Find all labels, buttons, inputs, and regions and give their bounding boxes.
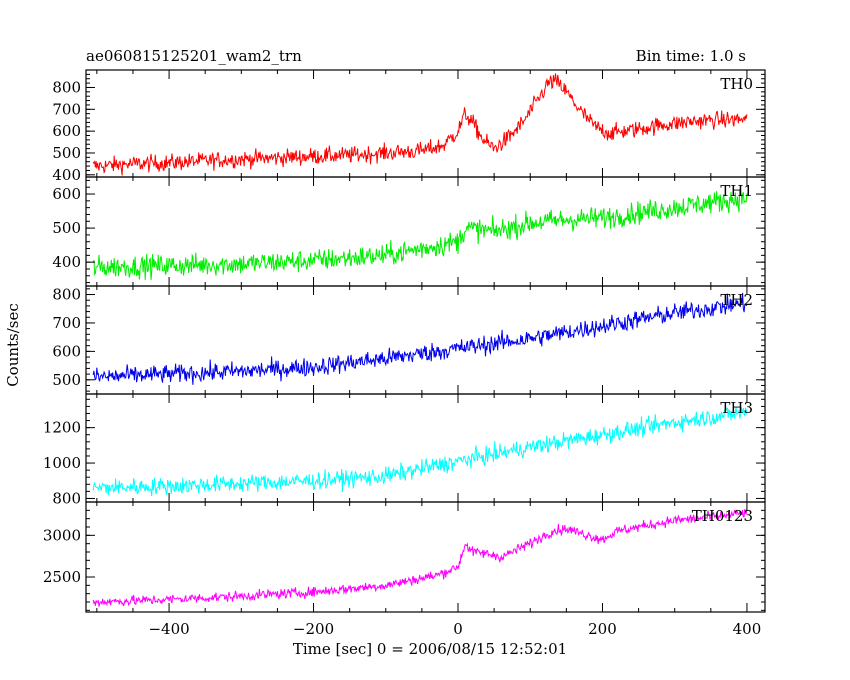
panel-frame-th1 bbox=[85, 176, 766, 287]
x-tick-label: −200 bbox=[293, 620, 334, 638]
bin-time-label: Bin time: 1.0 s bbox=[636, 47, 746, 65]
y-tick-label: 600 bbox=[52, 342, 81, 360]
panel-frame-th2 bbox=[85, 285, 766, 395]
x-tick-label: 200 bbox=[588, 620, 617, 638]
series-line-th3 bbox=[92, 407, 748, 497]
series-label-th2: TH2 bbox=[720, 291, 753, 309]
panel-frame-th0123 bbox=[85, 501, 766, 613]
y-tick-label: 800 bbox=[52, 489, 81, 507]
y-tick-label: 600 bbox=[52, 122, 81, 140]
y-tick-label: 3000 bbox=[43, 526, 81, 544]
panel-frame-th3 bbox=[85, 393, 766, 503]
series-line-th0 bbox=[92, 73, 748, 176]
x-tick-label: 0 bbox=[453, 620, 463, 638]
y-tick-label: 400 bbox=[52, 253, 81, 271]
y-tick-label: 700 bbox=[52, 314, 81, 332]
x-axis-label: Time [sec] 0 = 2006/08/15 12:52:01 bbox=[293, 640, 567, 658]
y-tick-label: 800 bbox=[52, 78, 81, 96]
y-axis-label: Counts/sec bbox=[4, 303, 22, 387]
y-tick-label: 1200 bbox=[43, 419, 81, 437]
y-tick-label: 1000 bbox=[43, 454, 81, 472]
y-tick-label: 700 bbox=[52, 100, 81, 118]
y-tick-label: 800 bbox=[52, 286, 81, 304]
series-label-th3: TH3 bbox=[720, 399, 753, 417]
x-tick-label: −400 bbox=[148, 620, 189, 638]
series-line-th1 bbox=[92, 189, 748, 280]
y-tick-label: 2500 bbox=[43, 568, 81, 586]
y-tick-label: 500 bbox=[52, 144, 81, 162]
x-tick-label: 400 bbox=[733, 620, 762, 638]
y-tick-label: 600 bbox=[52, 185, 81, 203]
y-tick-label: 500 bbox=[52, 371, 81, 389]
panel-frame-th0 bbox=[85, 69, 766, 178]
series-line-th0123 bbox=[92, 508, 748, 607]
y-tick-label: 400 bbox=[52, 166, 81, 184]
plot-title: ae060815125201_wam2_trn bbox=[86, 47, 302, 65]
series-label-th1: TH1 bbox=[720, 182, 753, 200]
series-label-th0123: TH0123 bbox=[692, 507, 753, 525]
series-label-th0: TH0 bbox=[720, 75, 753, 93]
y-tick-label: 500 bbox=[52, 219, 81, 237]
panels-group: 400 500 600 700 800 TH0 400 500 600 TH1 500 600 700 8… bbox=[43, 69, 766, 638]
series-line-th2 bbox=[92, 292, 748, 385]
